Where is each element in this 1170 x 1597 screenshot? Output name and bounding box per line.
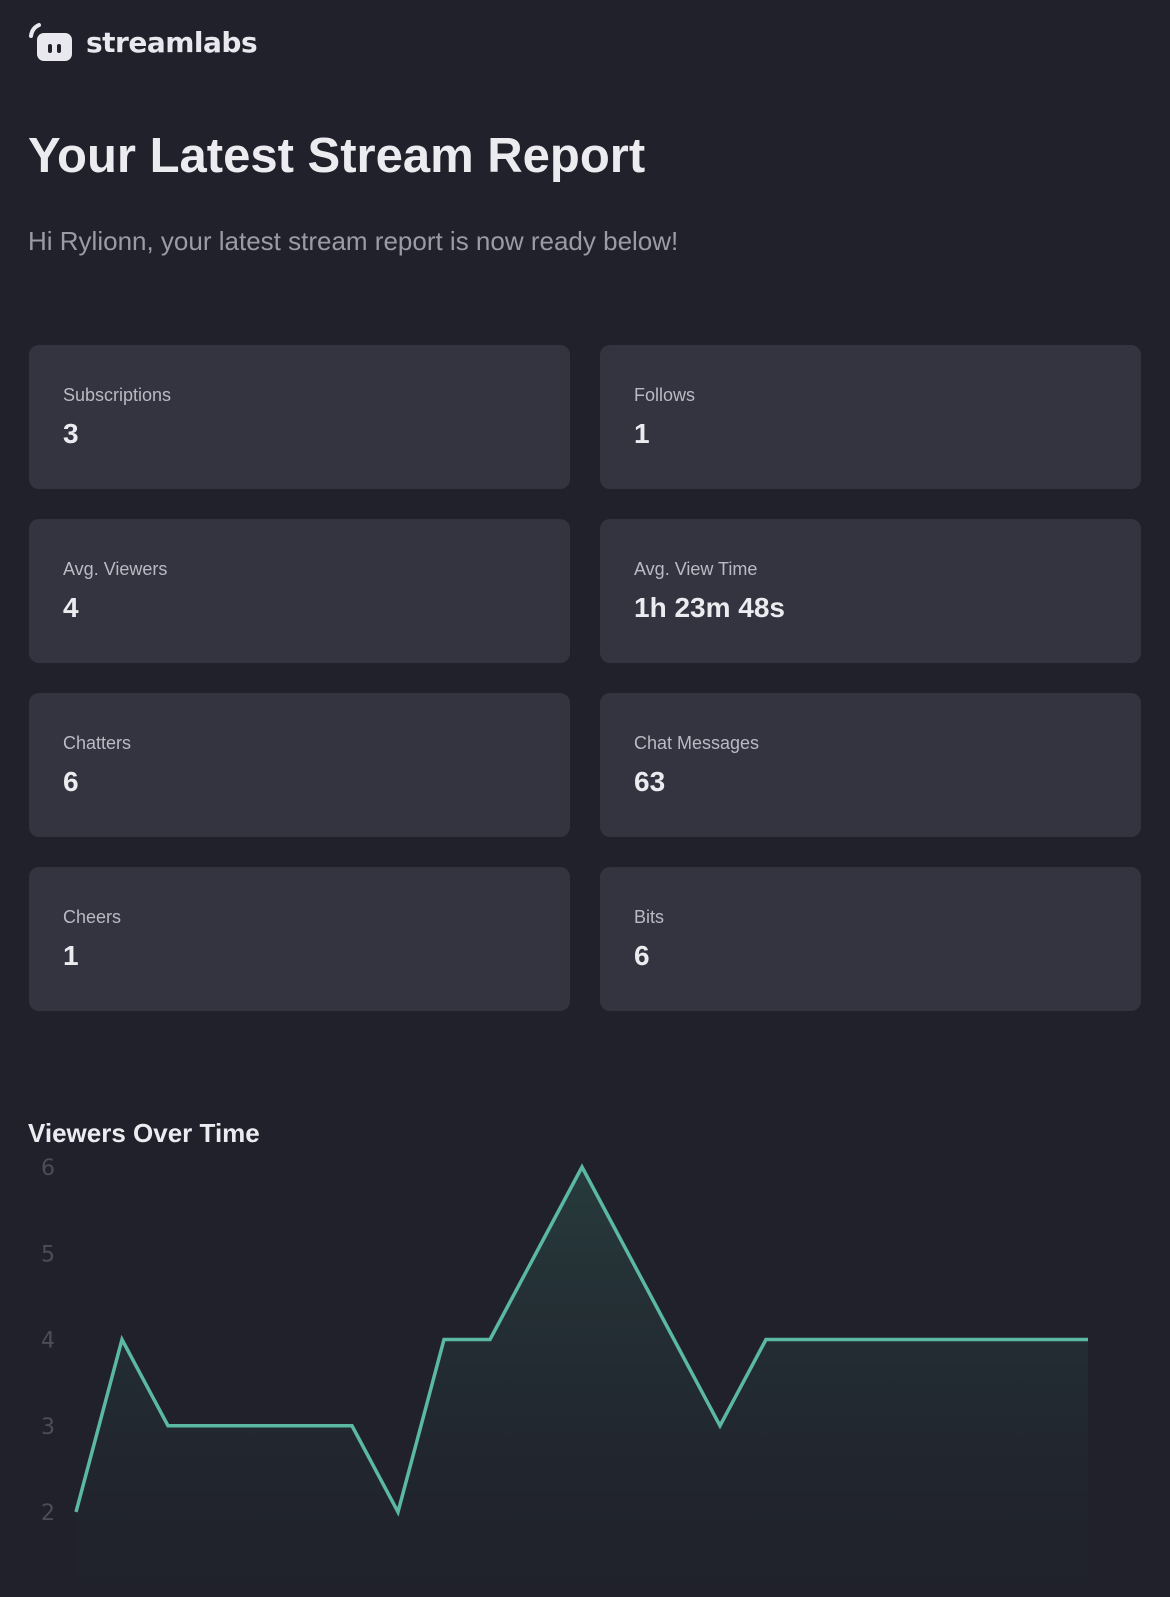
stat-label: Subscriptions [63, 385, 172, 405]
stats-grid: Subscriptions 3 Follows 1 Avg. Viewers 4 Avg. … [29, 345, 1141, 1011]
page-title: Your Latest Stream Report [28, 129, 646, 183]
viewers-chart: 2 3 4 5 6 [41, 1156, 1088, 1597]
streamlabs-logo-icon [29, 23, 72, 61]
stat-card-subscriptions: Subscriptions 3 [29, 345, 570, 489]
stat-value: 3 [63, 418, 79, 449]
stat-card-cheers: Cheers 1 [29, 867, 570, 1011]
y-tick-label: 3 [41, 1415, 55, 1440]
stat-value: 1h 23m 48s [634, 592, 785, 623]
stat-card-avg-view-time: Avg. View Time 1h 23m 48s [600, 519, 1141, 663]
stat-value: 4 [63, 592, 79, 623]
stat-label: Follows [634, 385, 696, 405]
y-tick-label: 6 [41, 1156, 55, 1181]
stat-label: Cheers [63, 907, 122, 927]
y-tick-label: 2 [41, 1501, 55, 1526]
streamlabs-logo[interactable]: streamlabs [28, 22, 258, 62]
stat-value: 1 [634, 418, 650, 449]
stat-value: 1 [63, 940, 79, 971]
brand-name: streamlabs [86, 25, 258, 59]
viewers-line [74, 1163, 1088, 1517]
stat-value: 6 [634, 940, 650, 971]
stat-card-avg-viewers: Avg. Viewers 4 [29, 519, 570, 663]
stat-card-chatters: Chatters 6 [29, 693, 570, 837]
stat-label: Avg. Viewers [63, 559, 168, 579]
stat-value: 6 [63, 766, 79, 797]
stat-card-follows: Follows 1 [600, 345, 1141, 489]
stat-label: Chat Messages [634, 733, 760, 753]
stat-card-chat-messages: Chat Messages 63 [600, 693, 1141, 837]
stat-label: Chatters [63, 733, 132, 753]
stat-label: Bits [634, 907, 665, 927]
y-tick-label: 4 [41, 1329, 55, 1354]
greeting-text: Hi Rylionn, your latest stream report is… [28, 226, 679, 256]
chart-title: Viewers Over Time [28, 1118, 260, 1148]
y-tick-label: 5 [41, 1242, 55, 1267]
stat-value: 63 [634, 766, 666, 797]
stat-card-bits: Bits 6 [600, 867, 1141, 1011]
area-fill [76, 1167, 1088, 1597]
stat-label: Avg. View Time [634, 559, 758, 579]
